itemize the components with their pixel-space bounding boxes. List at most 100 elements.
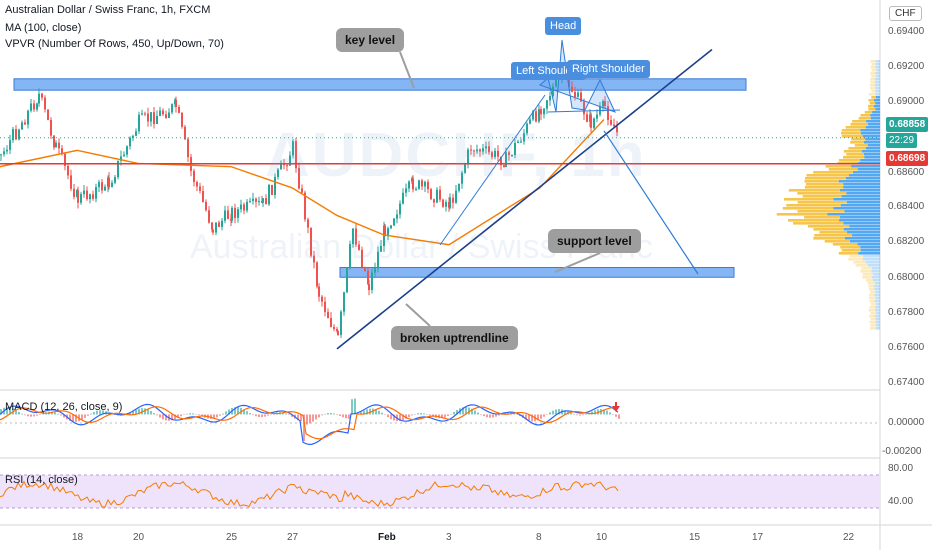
- candle: [340, 311, 342, 335]
- macd-histogram-bar: [447, 414, 449, 416]
- red-line-price-tag[interactable]: 0.68698: [886, 151, 929, 166]
- candle: [574, 91, 576, 97]
- head-label[interactable]: Head: [545, 17, 582, 35]
- volume-profile-bar: [870, 312, 877, 315]
- candle: [590, 114, 592, 128]
- volume-profile-bar: [868, 264, 880, 267]
- ma-legend[interactable]: MA (100, close): [5, 22, 82, 34]
- candle: [568, 75, 570, 87]
- time-tick: 8: [536, 532, 542, 543]
- volume-profile-bar: [872, 111, 880, 114]
- macd-histogram-bar: [579, 414, 581, 416]
- macd-histogram-bar: [249, 413, 251, 415]
- candle: [6, 149, 8, 152]
- candle: [132, 135, 134, 138]
- projection-line: [603, 130, 699, 275]
- macd-histogram-bar: [159, 414, 161, 418]
- volume-profile-bar: [839, 219, 880, 222]
- candle: [18, 129, 20, 140]
- volume-profile-bar: [870, 72, 876, 75]
- macd-histogram-bar: [63, 414, 65, 418]
- macd-histogram-bar: [336, 414, 338, 415]
- candle: [73, 188, 75, 197]
- volume-profile-bar: [804, 216, 841, 219]
- volume-profile-bar: [860, 129, 880, 132]
- broken-uptrendline-callout[interactable]: broken uptrendline: [391, 326, 518, 350]
- candle: [165, 114, 167, 119]
- macd-histogram-bar: [93, 411, 95, 415]
- candle: [138, 114, 140, 132]
- currency-button[interactable]: CHF: [889, 6, 922, 21]
- volume-profile-bar: [808, 225, 850, 228]
- macd-histogram-bar: [144, 408, 146, 415]
- volume-profile-bar: [870, 318, 876, 321]
- volume-profile-bar: [813, 228, 844, 231]
- macd-histogram-bar: [183, 414, 185, 415]
- candle: [231, 207, 233, 221]
- macd-histogram-bar: [342, 414, 344, 418]
- candle: [458, 183, 460, 191]
- support-level-callout[interactable]: support level: [548, 229, 641, 253]
- volume-profile-bar: [869, 321, 876, 324]
- chart-title[interactable]: Australian Dollar / Swiss Franc, 1h, FXC…: [5, 4, 211, 16]
- macd-histogram-bar: [291, 414, 293, 417]
- time-tick: 3: [446, 532, 452, 543]
- rsi-legend[interactable]: RSI (14, close): [5, 474, 78, 486]
- candle: [503, 165, 505, 167]
- candle: [482, 148, 484, 152]
- candle: [286, 165, 288, 167]
- candle: [399, 203, 401, 215]
- candle: [268, 184, 270, 205]
- macd-histogram-bar: [36, 414, 38, 416]
- candle: [445, 201, 447, 207]
- volume-profile-bar: [866, 120, 880, 123]
- volume-profile-bar: [865, 138, 880, 141]
- candle: [387, 228, 389, 237]
- volume-profile-bar: [848, 258, 863, 261]
- candle: [114, 177, 116, 183]
- watermark-symbol: AUDCHF, 1h: [265, 121, 647, 190]
- volume-profile-bar: [874, 315, 880, 318]
- candle: [304, 192, 306, 220]
- macd-histogram-bar: [369, 408, 371, 415]
- macd-histogram-bar: [318, 414, 320, 418]
- current-price-tag[interactable]: 0.68858: [886, 117, 929, 132]
- time-tick: 27: [287, 532, 299, 543]
- macd-histogram-bar: [381, 412, 383, 415]
- macd-legend[interactable]: MACD (12, 26, close, 9): [5, 401, 123, 413]
- price-tick: 0.67400: [888, 377, 925, 388]
- macd-histogram-bar: [450, 414, 452, 415]
- macd-histogram-bar: [264, 414, 266, 417]
- macd-histogram-bar: [345, 414, 347, 419]
- candle: [252, 198, 254, 201]
- volume-profile-bar: [863, 153, 880, 156]
- candle: [390, 225, 392, 229]
- volume-profile-bar: [870, 291, 876, 294]
- candle: [58, 142, 60, 149]
- candle: [55, 142, 57, 148]
- volume-profile-bar: [874, 84, 880, 87]
- volume-profile-bar: [849, 174, 880, 177]
- candle: [36, 103, 38, 110]
- macd-histogram-bar: [606, 410, 608, 415]
- candle: [27, 110, 29, 125]
- macd-histogram-bar: [285, 413, 287, 415]
- volume-profile-bar: [846, 231, 880, 234]
- candle: [500, 156, 502, 166]
- candle: [555, 77, 557, 87]
- right-shoulder-label[interactable]: Right Shoulder: [567, 60, 650, 78]
- volume-profile-bar: [875, 108, 880, 111]
- macd-histogram-bar: [375, 409, 377, 415]
- price-axis-pane[interactable]: [880, 0, 932, 550]
- key-level-callout[interactable]: key level: [336, 28, 405, 52]
- macd-histogram-bar: [573, 414, 575, 415]
- volume-profile-bar: [828, 168, 858, 171]
- vpvr-legend[interactable]: VPVR (Number Of Rows, 450, Up/Down, 70): [5, 38, 224, 50]
- candle: [526, 123, 528, 134]
- candle: [271, 184, 273, 195]
- candle: [602, 101, 604, 107]
- macd-histogram-bar: [576, 414, 578, 416]
- volume-profile-bar: [868, 285, 874, 288]
- macd-histogram-bar: [402, 414, 404, 421]
